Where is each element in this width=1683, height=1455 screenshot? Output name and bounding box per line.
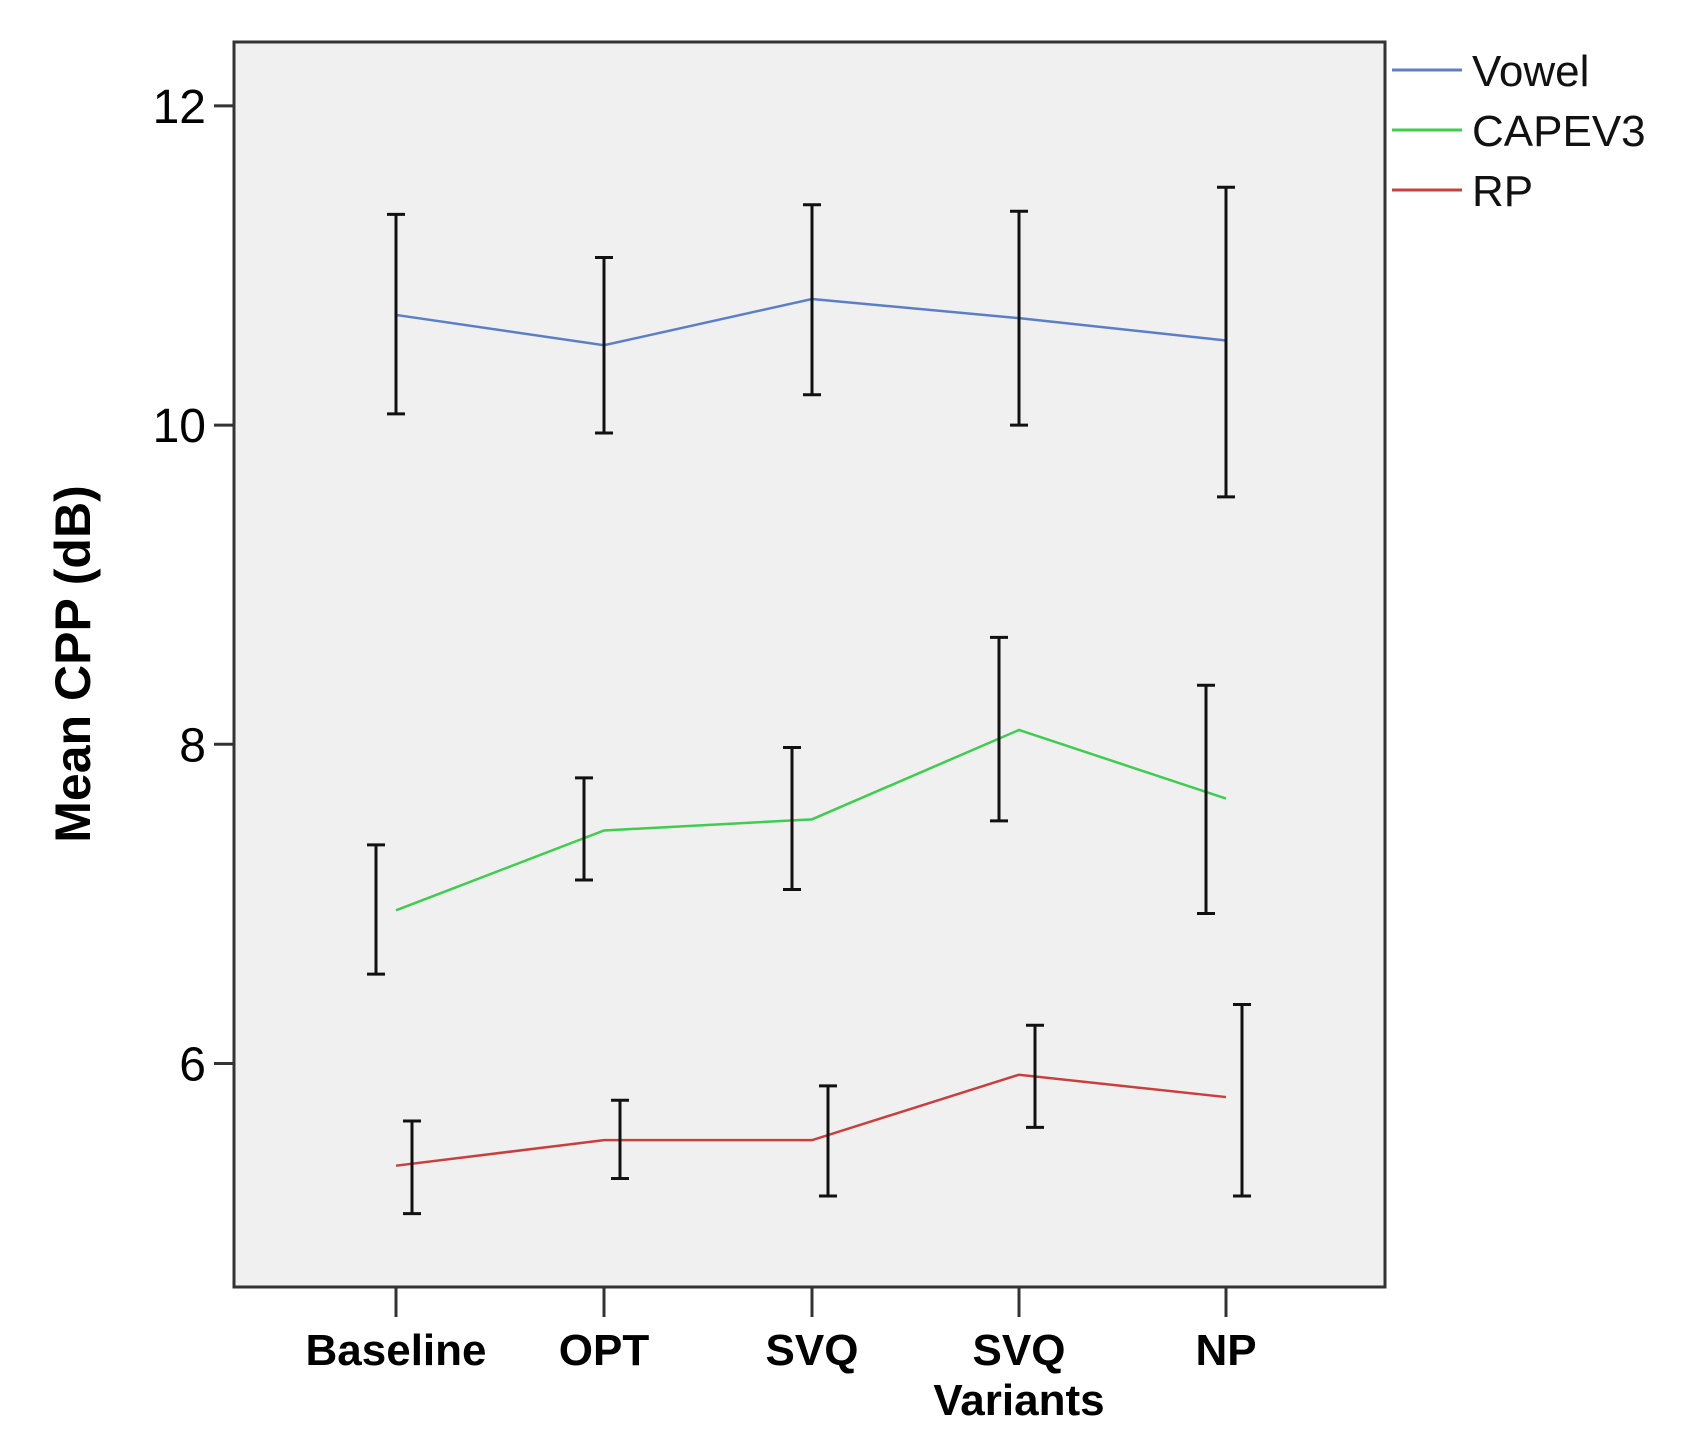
series-layer bbox=[367, 185, 1251, 1216]
x-tick-label: NP bbox=[1195, 1326, 1256, 1375]
x-tick-label: SVQ bbox=[973, 1326, 1066, 1375]
error-bar bbox=[1197, 683, 1215, 915]
error-bar bbox=[387, 212, 405, 416]
legend-item-capev3: CAPEV3 bbox=[1392, 107, 1646, 156]
error-bar bbox=[403, 1119, 421, 1216]
error-bar bbox=[575, 776, 593, 882]
y-tick-label: 8 bbox=[179, 719, 206, 772]
x-tick-label: OPT bbox=[559, 1326, 650, 1375]
legend-label: Vowel bbox=[1472, 47, 1589, 96]
legend-item-vowel: Vowel bbox=[1392, 47, 1589, 96]
x-tick-label: SVQ bbox=[766, 1326, 859, 1375]
legend-label: RP bbox=[1472, 167, 1533, 216]
series-vowel bbox=[387, 185, 1235, 499]
error-bar bbox=[819, 1084, 837, 1198]
series-capev3 bbox=[367, 635, 1227, 976]
series-rp bbox=[395, 1002, 1251, 1216]
y-tick-label: 10 bbox=[153, 400, 206, 453]
y-tick-label: 6 bbox=[179, 1039, 206, 1092]
error-bar bbox=[611, 1098, 629, 1180]
y-axis: 6 8 10 12 bbox=[153, 81, 234, 1092]
error-bar bbox=[1217, 185, 1235, 499]
x-tick-label: Variants bbox=[933, 1376, 1104, 1425]
error-bar bbox=[803, 203, 821, 397]
error-bar bbox=[783, 746, 801, 892]
legend-item-rp: RP bbox=[1392, 167, 1533, 216]
y-tick-label: 12 bbox=[153, 81, 206, 134]
error-bar bbox=[1233, 1002, 1251, 1198]
error-bar bbox=[990, 635, 1008, 823]
error-bar bbox=[367, 843, 385, 976]
legend-label: CAPEV3 bbox=[1472, 107, 1646, 156]
x-tick-label: Baseline bbox=[306, 1326, 487, 1375]
legend: Vowel CAPEV3 RP bbox=[1392, 47, 1646, 216]
error-bar bbox=[1026, 1023, 1044, 1129]
y-axis-label: Mean CPP (dB) bbox=[45, 485, 101, 842]
plot-area bbox=[232, 40, 1387, 1289]
